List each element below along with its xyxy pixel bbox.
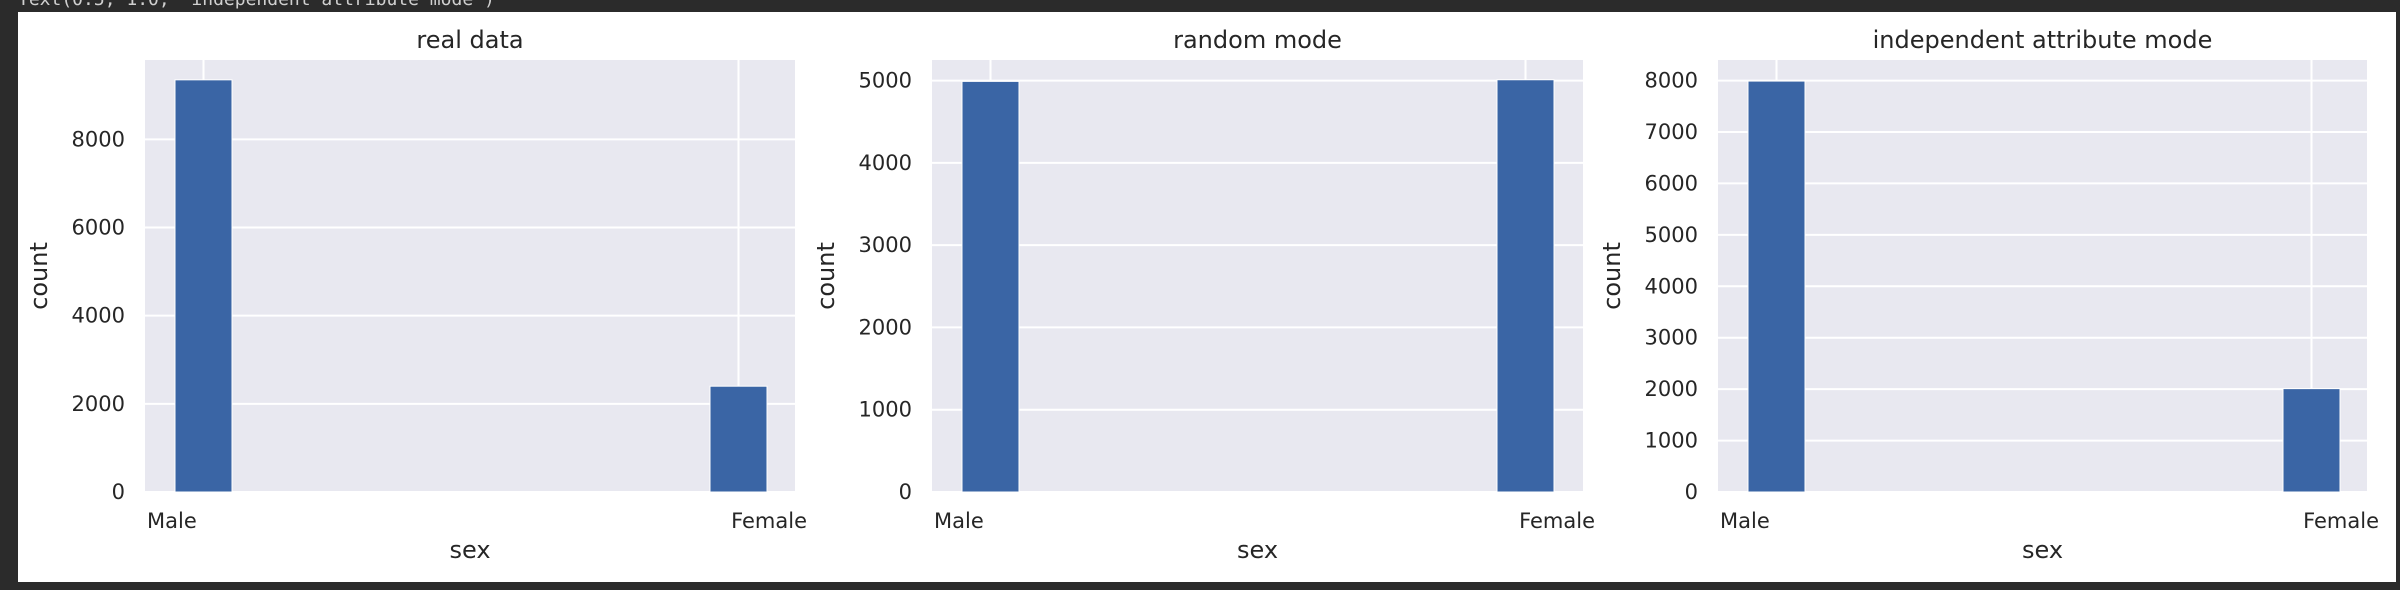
y-tick-label: 6000 — [1645, 171, 1698, 195]
y-tick-label: 8000 — [1645, 69, 1698, 93]
y-tick-label: 2000 — [72, 392, 125, 416]
x-tick-label-female: Female — [1519, 509, 1595, 533]
y-tick-label: 4000 — [72, 304, 125, 328]
y-axis-label: count — [1598, 242, 1626, 310]
y-tick-label: 8000 — [72, 127, 125, 151]
axes-background-1 — [145, 60, 795, 492]
chart-title: random mode — [1173, 26, 1342, 54]
y-tick-label: 3000 — [859, 233, 912, 257]
x-tick-label-female: Female — [731, 509, 807, 533]
y-tick-label: 4000 — [859, 151, 912, 175]
x-tick-label-male: Male — [147, 509, 197, 533]
y-tick-label: 0 — [1685, 480, 1698, 504]
x-tick-label-male: Male — [934, 509, 984, 533]
y-tick-label: 4000 — [1645, 274, 1698, 298]
y-tick-label: 5000 — [1645, 223, 1698, 247]
x-axis-label: sex — [2022, 536, 2063, 564]
y-tick-label: 3000 — [1645, 326, 1698, 350]
bar-male — [961, 80, 1020, 493]
y-tick-label: 0 — [899, 480, 912, 504]
bar-female — [2282, 388, 2341, 493]
y-tick-label: 6000 — [72, 216, 125, 240]
output-text-strip: Text(0.5, 1.0, 'independent attribute mo… — [0, 0, 2400, 12]
output-text: Text(0.5, 1.0, 'independent attribute mo… — [18, 0, 495, 10]
y-tick-label: 5000 — [859, 69, 912, 93]
y-axis-label: count — [812, 242, 840, 310]
x-axis-label: sex — [449, 536, 490, 564]
bar-female — [709, 385, 768, 493]
bar-female — [1496, 79, 1555, 493]
y-tick-label: 2000 — [859, 315, 912, 339]
x-tick-label-male: Male — [1720, 509, 1770, 533]
bar-male — [1747, 80, 1806, 493]
y-tick-label: 2000 — [1645, 377, 1698, 401]
chart-title: independent attribute mode — [1873, 26, 2213, 54]
y-tick-label: 0 — [112, 480, 125, 504]
x-tick-label-female: Female — [2303, 509, 2379, 533]
bar-male — [174, 79, 233, 493]
y-tick-label: 1000 — [859, 398, 912, 422]
x-axis-label: sex — [1237, 536, 1278, 564]
y-axis-label: count — [25, 242, 53, 310]
y-tick-label: 7000 — [1645, 120, 1698, 144]
axes-background-3 — [1718, 60, 2367, 492]
chart-title: real data — [416, 26, 523, 54]
axes-background-2 — [932, 60, 1583, 492]
y-tick-label: 1000 — [1645, 429, 1698, 453]
